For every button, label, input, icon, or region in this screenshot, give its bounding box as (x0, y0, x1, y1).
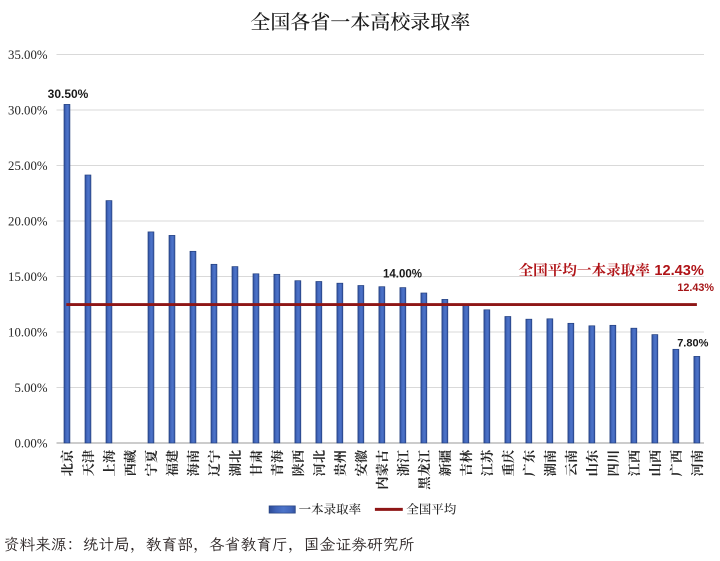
svg-text:35.00%: 35.00% (8, 48, 48, 62)
svg-text:7.80%: 7.80% (677, 337, 708, 349)
svg-text:12.43%: 12.43% (677, 282, 714, 294)
svg-text:5.00%: 5.00% (14, 381, 47, 395)
svg-text:20.00%: 20.00% (8, 215, 48, 229)
svg-text:30.00%: 30.00% (8, 104, 48, 118)
svg-text:30.50%: 30.50% (48, 87, 89, 101)
svg-text:12.43%: 12.43% (654, 263, 704, 279)
svg-text:15.00%: 15.00% (8, 270, 48, 284)
svg-text:0.00%: 0.00% (14, 437, 47, 451)
svg-text:14.00%: 14.00% (383, 269, 422, 281)
svg-text:10.00%: 10.00% (8, 326, 48, 340)
svg-text:25.00%: 25.00% (8, 159, 48, 173)
